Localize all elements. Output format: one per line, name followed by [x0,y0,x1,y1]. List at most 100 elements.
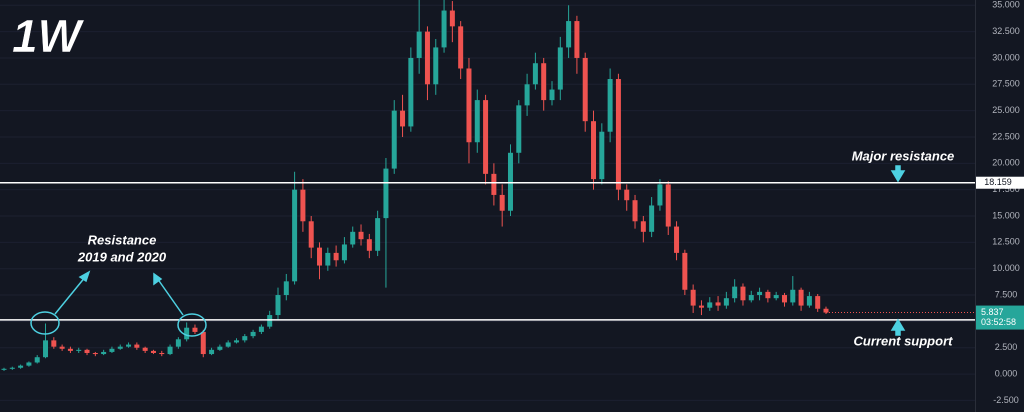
candle-body [773,295,779,299]
candle-body [258,326,264,332]
candle-body [591,121,597,180]
candle-body [250,331,256,337]
level-annotation: Current support [854,333,954,348]
price-tag-label: 5.837 [981,307,1004,317]
candles [1,0,829,371]
candle-body [383,168,389,219]
candle-body [532,63,538,85]
candle-body [209,349,215,355]
candle-body [242,336,248,341]
candle-body [723,298,729,306]
y-tick-label: -2.500 [993,395,1019,405]
candle-body [34,357,40,363]
y-tick-label: 7.500 [995,289,1018,299]
candle-body [458,26,464,69]
candle-body [92,352,98,355]
y-tick-label: 25.000 [992,105,1020,115]
candle-body [84,349,90,353]
candle-body [101,351,107,355]
candle-body [175,339,181,347]
candle-body [117,346,123,349]
y-tick-label: 32.500 [992,26,1020,36]
candle-body [350,231,356,245]
y-tick-label: 20.000 [992,158,1020,168]
candle-body [18,365,24,368]
candle-body [159,352,165,355]
highlight-ellipse [30,311,60,335]
candle-body [566,21,572,48]
candle-body [815,296,821,309]
candle-body [217,346,223,350]
candle-body [26,362,32,366]
candle-body [790,289,796,303]
candle-body [267,315,273,327]
candle-body [67,348,73,351]
candle-body [192,327,198,332]
candle-body [466,68,472,143]
candle-body [76,349,82,351]
candle-body [142,347,148,351]
candle-body [292,189,298,282]
arrow-shaft [895,328,901,336]
levels: Major resistance Current support [0,148,975,348]
candle-body [765,291,771,299]
level-tag [976,176,1024,189]
candle-body [649,205,655,232]
candle-body [233,340,239,343]
price-tag [976,305,1024,330]
candle-body [200,331,206,355]
candle-body [225,342,231,347]
arrow-head [78,270,91,283]
candle-body [275,295,281,316]
candle-body [732,286,738,299]
candle-body [1,368,7,370]
candle-body [823,308,829,313]
candle-body [126,344,132,347]
candle-body [674,226,680,253]
timeframe-title: 1W [12,10,85,62]
y-tick-label: 15.000 [992,210,1020,220]
candle-body [150,350,156,353]
y-tick-label: 0.000 [995,368,1018,378]
candle-body [474,100,480,143]
candle-body [607,79,613,132]
candle-body [441,10,447,48]
y-tick-label: 12.500 [992,237,1020,247]
candle-body [308,221,314,248]
candle-body [325,252,331,266]
candle-body [449,10,455,27]
candle-body [574,21,580,58]
candle-body [624,189,630,201]
candle-body [9,367,15,369]
candle-body [615,79,621,190]
annotation-line: Resistance [88,232,157,247]
annotation-arrows [54,165,906,336]
candle-body [391,110,397,169]
arrow [54,275,87,315]
candle-body [806,296,812,306]
highlight-ellipse [177,313,207,337]
candle-body [408,57,414,127]
candle-body [433,47,439,85]
y-tick-label: 35.000 [992,0,1020,10]
candle-body [781,295,787,303]
arrow-shaft [895,165,901,173]
candle-body [740,286,746,301]
price-axis: -2.5000.0002.5005.0007.50010.00012.50015… [976,0,1024,405]
y-tick-label: 10.000 [992,263,1020,273]
y-tick-label: 30.000 [992,52,1020,62]
candle-body [283,281,289,296]
candle-body [499,194,505,211]
candle-body [317,247,323,266]
candle-body [167,346,173,355]
candle-body [690,289,696,306]
y-tick-label: 27.500 [992,79,1020,89]
countdown: 03:52:58 [981,317,1016,327]
y-tick-label: 17.500 [992,184,1020,194]
candle-body [698,305,704,308]
candle-body [524,84,530,106]
candle-body [516,105,522,153]
arrow [156,277,184,316]
